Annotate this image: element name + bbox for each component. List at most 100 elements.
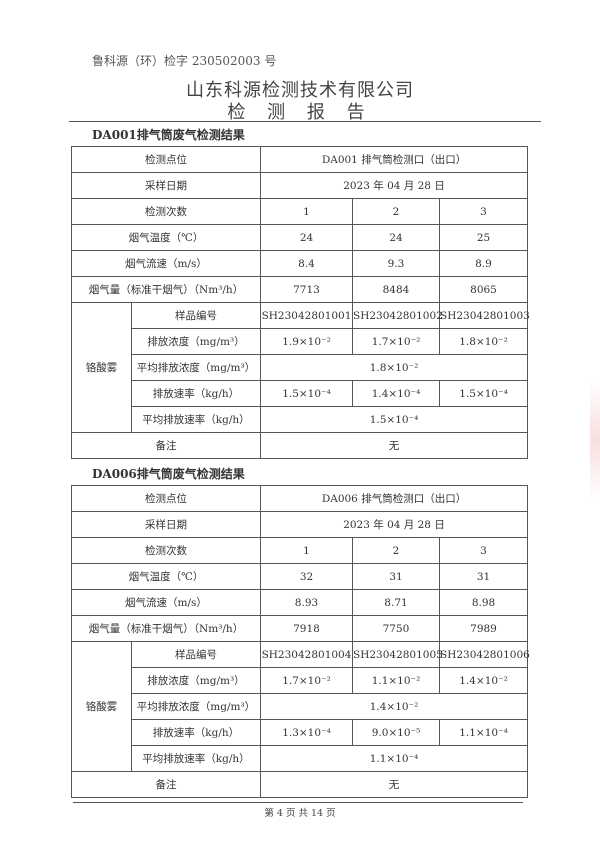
table-row: 平均排放速率（kg/h） 1.1×10⁻⁴ (72, 745, 529, 772)
row-label: 平均排放浓度（mg/m³） (131, 354, 261, 381)
row-label: 平均排放浓度（mg/m³） (131, 693, 261, 720)
row-label: 平均排放速率（kg/h） (131, 745, 261, 772)
table-row: 排放浓度（mg/m³） 1.7×10⁻² 1.1×10⁻² 1.4×10⁻² (72, 667, 529, 694)
row-label: 排放浓度（mg/m³） (131, 667, 261, 694)
row-label: 备注 (71, 771, 261, 798)
flue-gas-temperature: 32 (260, 563, 353, 590)
monitoring-point: DA001 排气筒检测口（出口） (259, 146, 529, 173)
row-label: 采样日期 (71, 172, 261, 199)
flue-gas-volume: 7713 (260, 276, 353, 303)
row-label: 样品编号 (131, 641, 261, 668)
table-row: 烟气量（标准干烟气）（Nm³/h） 7713 8484 8065 (71, 276, 529, 303)
test-count: 3 (438, 198, 529, 225)
test-count: 1 (260, 537, 353, 564)
row-label: 采样日期 (71, 511, 261, 538)
company-name: 山东科源检测技术有限公司 (186, 80, 414, 101)
sample-id: SH23042801003 (438, 302, 530, 329)
flue-gas-volume: 7918 (260, 615, 353, 642)
test-count: 3 (438, 537, 529, 564)
flue-gas-velocity: 8.9 (438, 250, 529, 277)
remark: 无 (259, 771, 529, 798)
sample-id: SH23042801004 (260, 641, 353, 668)
sampling-date: 2023 年 04 月 28 日 (259, 511, 529, 538)
flue-gas-velocity: 8.4 (260, 250, 353, 277)
section-title-da001: DA001排气筒废气检测结果 (92, 128, 245, 142)
row-label: 平均排放速率（kg/h） (131, 406, 261, 433)
row-label: 烟气量（标准干烟气）（Nm³/h） (71, 276, 261, 303)
flue-gas-temperature: 24 (352, 224, 440, 251)
emission-rate: 1.1×10⁻⁴ (438, 719, 529, 746)
sample-id: SH23042801002 (352, 302, 443, 329)
row-label: 检测点位 (71, 485, 261, 512)
document-number: 鲁科源（环）检字 230502003 号 (92, 54, 277, 68)
table-row: 检测点位 DA001 排气筒检测口（出口） (71, 146, 529, 173)
emission-rate: 1.3×10⁻⁴ (260, 719, 353, 746)
table-row: 备注无 (71, 432, 529, 459)
table-row: 平均排放浓度（mg/m³） 1.4×10⁻² (72, 693, 529, 720)
row-label: 烟气流速（m/s） (71, 250, 261, 277)
footer-divider (73, 802, 523, 803)
table-row: 排放速率（kg/h） 1.5×10⁻⁴ 1.4×10⁻⁴ 1.5×10⁻⁴ (72, 380, 529, 407)
row-label: 排放速率（kg/h） (131, 380, 261, 407)
pollutant-name: 铬酸雾 (71, 302, 132, 433)
results-table-da006: 检测点位 DA006 排气筒检测口（出口） 采样日期 2023 年 04 月 28 日… (71, 485, 530, 798)
row-label: 样品编号 (131, 302, 261, 329)
table-row: 排放浓度（mg/m³） 1.9×10⁻² 1.7×10⁻² 1.8×10⁻² (72, 328, 529, 355)
table-row: 烟气温度（℃） 24 24 25 (71, 224, 529, 251)
row-label: 烟气温度（℃） (71, 563, 261, 590)
page-number: 第 4 页 共 14 页 (264, 808, 336, 819)
table-row: 烟气流速（m/s） 8.4 9.3 8.9 (71, 250, 529, 277)
table-row: 检测次数 1 2 3 (71, 198, 529, 225)
table-row: 检测次数 1 2 3 (71, 537, 529, 564)
table-row: 铬酸雾 样品编号 SH23042801004 SH23042801005 SH23042… (71, 641, 530, 772)
flue-gas-velocity: 8.93 (260, 589, 353, 616)
emission-concentration: 1.1×10⁻² (352, 667, 440, 694)
sample-id: SH23042801005 (352, 641, 443, 668)
table-row: 烟气温度（℃） 32 31 31 (71, 563, 529, 590)
average-concentration: 1.8×10⁻² (259, 354, 529, 381)
flue-gas-volume: 7989 (438, 615, 529, 642)
header-divider (69, 121, 541, 122)
flue-gas-temperature: 24 (260, 224, 353, 251)
sampling-date: 2023 年 04 月 28 日 (259, 172, 529, 199)
flue-gas-temperature: 31 (438, 563, 529, 590)
table-row: 烟气量（标准干烟气）（Nm³/h） 7918 7750 7989 (71, 615, 529, 642)
flue-gas-volume: 8484 (352, 276, 440, 303)
emission-rate: 1.5×10⁻⁴ (438, 380, 529, 407)
row-label: 烟气量（标准干烟气）（Nm³/h） (71, 615, 261, 642)
test-count: 2 (352, 537, 440, 564)
monitoring-point: DA006 排气筒检测口（出口） (259, 485, 529, 512)
test-count: 2 (352, 198, 440, 225)
results-table-da001: 检测点位 DA001 排气筒检测口（出口） 采样日期 2023 年 04 月 28 日… (71, 146, 530, 459)
emission-concentration: 1.7×10⁻² (260, 667, 353, 694)
average-rate: 1.1×10⁻⁴ (259, 745, 529, 772)
flue-gas-volume: 7750 (352, 615, 440, 642)
flue-gas-temperature: 31 (352, 563, 440, 590)
section-title-da006: DA006排气筒废气检测结果 (92, 467, 245, 481)
table-row: 备注无 (71, 771, 529, 798)
row-label: 烟气流速（m/s） (71, 589, 261, 616)
table-row: 检测点位 DA006 排气筒检测口（出口） (71, 485, 529, 512)
row-label: 排放浓度（mg/m³） (131, 328, 261, 355)
row-label: 检测点位 (71, 146, 261, 173)
emission-rate: 1.5×10⁻⁴ (260, 380, 353, 407)
table-row: 烟气流速（m/s） 8.93 8.71 8.98 (71, 589, 529, 616)
row-label: 烟气温度（℃） (71, 224, 261, 251)
row-label: 检测次数 (71, 537, 261, 564)
emission-concentration: 1.7×10⁻² (352, 328, 440, 355)
report-title: 检 测 报 告 (227, 102, 373, 123)
sample-id: SH23042801001 (260, 302, 353, 329)
flue-gas-velocity: 9.3 (352, 250, 440, 277)
emission-rate: 9.0×10⁻⁵ (352, 719, 440, 746)
row-label: 排放速率（kg/h） (131, 719, 261, 746)
pollutant-name: 铬酸雾 (71, 641, 132, 772)
row-label: 检测次数 (71, 198, 261, 225)
table-row: 平均排放速率（kg/h） 1.5×10⁻⁴ (72, 406, 529, 433)
average-rate: 1.5×10⁻⁴ (259, 406, 529, 433)
emission-concentration: 1.9×10⁻² (260, 328, 353, 355)
emission-concentration: 1.4×10⁻² (438, 667, 529, 694)
flue-gas-velocity: 8.98 (438, 589, 529, 616)
flue-gas-velocity: 8.71 (352, 589, 440, 616)
average-concentration: 1.4×10⁻² (259, 693, 529, 720)
emission-rate: 1.4×10⁻⁴ (352, 380, 440, 407)
